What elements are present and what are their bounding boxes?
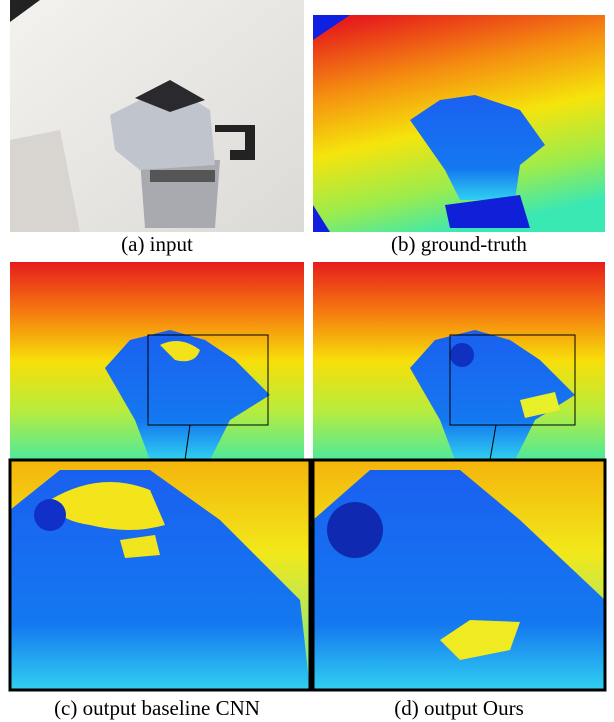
ours-zoom-image: [313, 460, 605, 690]
ours-output-image: [313, 262, 605, 460]
caption: (c) output baseline CNN: [54, 696, 260, 720]
figure: (a) input (b) ground-truth (c) output ba…: [0, 0, 614, 722]
caption: (a) input: [121, 232, 193, 256]
caption: (b) ground-truth: [391, 232, 527, 256]
ground-truth-image: [313, 15, 605, 232]
page: {"panels": [ {"caption": "(a) input"}, {…: [0, 0, 614, 722]
baseline-output-image: [10, 262, 304, 460]
caption: (d) output Ours: [394, 696, 524, 720]
baseline-zoom-image: [10, 460, 310, 690]
input-image: [10, 0, 304, 232]
